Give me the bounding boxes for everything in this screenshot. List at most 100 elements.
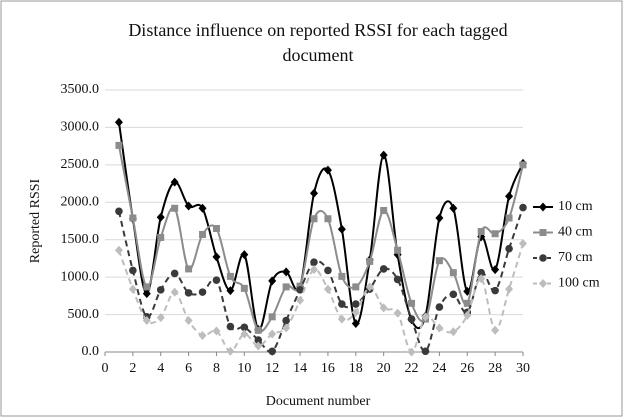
marker [296,295,305,305]
marker [449,327,458,337]
marker [505,244,513,253]
marker [184,289,193,297]
x-tick-label: 20 [377,361,391,376]
marker [156,313,165,323]
marker [338,272,346,280]
marker [115,141,123,149]
marker [407,347,416,357]
marker [310,188,318,198]
marker [156,212,165,222]
y-tick-label: 3000.0 [61,120,100,135]
marker [505,214,513,222]
marker [539,254,547,262]
marker [199,230,207,238]
x-tick-label: 22 [405,361,419,376]
x-tick-label: 30 [516,361,530,376]
marker [351,307,360,317]
marker [519,238,527,248]
marker [226,286,235,296]
marker [212,326,221,336]
marker [519,161,527,169]
marker [198,203,207,213]
marker [268,276,277,286]
marker [282,323,291,333]
marker [365,282,374,292]
marker [379,265,388,273]
marker [449,269,457,277]
marker [268,313,276,321]
marker [198,288,207,296]
x-tick-label: 0 [102,361,109,376]
marker [491,265,500,275]
marker [393,275,402,284]
marker [366,257,374,265]
marker [435,323,444,333]
legend-label: 40 cm [558,225,593,240]
marker [170,269,179,278]
marker [310,265,318,275]
x-tick-label: 6 [185,361,192,376]
marker [226,346,235,356]
legend-label: 100 cm [558,276,600,291]
marker [351,319,360,329]
x-tick-label: 26 [460,361,474,376]
y-tick-label: 0.0 [82,344,100,359]
x-tick-label: 10 [237,361,251,376]
marker [324,266,332,275]
marker [296,286,304,294]
marker [310,215,318,223]
marker [408,299,416,307]
marker [254,341,263,351]
marker [212,252,221,262]
marker [491,230,499,238]
marker [435,303,444,311]
y-tick-label: 500.0 [68,307,100,322]
marker [491,286,499,295]
marker [449,290,458,299]
x-tick-label: 18 [349,361,363,376]
marker [240,323,249,332]
marker [226,322,235,331]
marker [282,283,290,291]
x-axis-label: Document number [266,394,371,409]
x-tick-label: 24 [432,361,446,376]
marker [519,203,527,212]
marker [198,331,207,341]
y-tick-label: 3500.0 [61,82,100,97]
marker [435,257,443,265]
marker [393,308,402,318]
x-tick-label: 12 [265,361,279,376]
y-tick-label: 2500.0 [61,157,100,172]
marker [421,312,430,322]
marker [394,246,402,254]
marker [323,165,332,175]
y-tick-label: 1000.0 [61,269,100,284]
marker [379,150,388,160]
marker [254,336,263,344]
marker [449,203,458,213]
marker [539,202,547,212]
marker [171,204,179,212]
y-tick-label: 2000.0 [61,195,100,210]
y-tick-label: 1500.0 [61,232,100,247]
marker [282,267,291,277]
marker [170,177,179,187]
marker [142,316,151,326]
x-tick-label: 2 [129,361,136,376]
marker [240,284,248,292]
marker [352,300,360,308]
marker [421,347,430,356]
marker [407,315,416,323]
marker [128,284,137,294]
marker [380,207,388,215]
marker [477,274,486,284]
marker [477,227,485,235]
marker [352,283,360,291]
marker [435,213,444,223]
marker [254,326,262,334]
marker [143,283,151,291]
x-tick-label: 28 [488,361,502,376]
marker [539,229,547,236]
